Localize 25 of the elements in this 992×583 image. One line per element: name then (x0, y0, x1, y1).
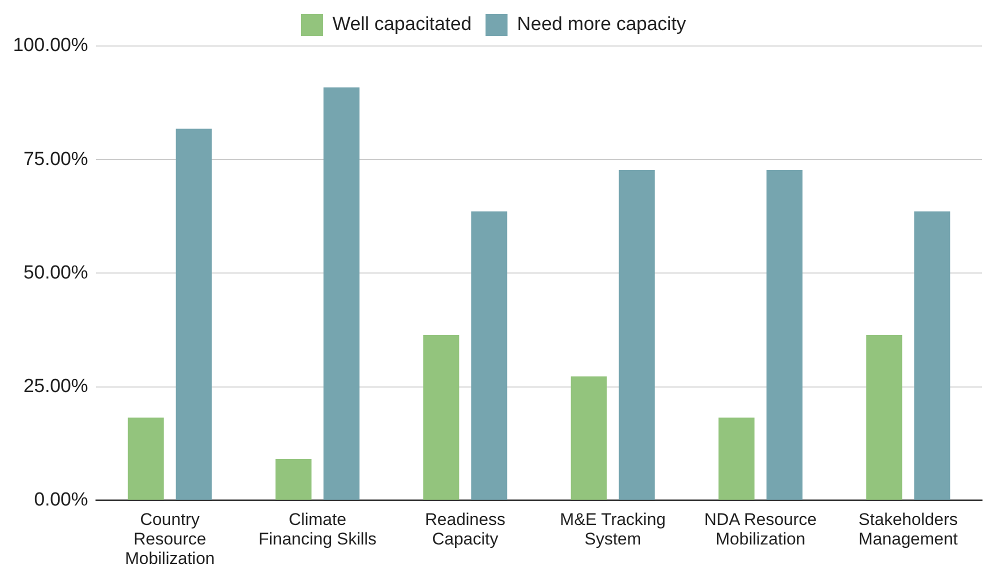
bar (276, 459, 312, 500)
bar (324, 87, 360, 500)
y-tick-label: 0.00% (34, 490, 88, 511)
y-tick-label: 25.00% (24, 376, 88, 397)
bar (570, 376, 607, 500)
bar (766, 170, 802, 500)
y-tick-label: 75.00% (24, 148, 88, 170)
legend-label: Need more capacity (517, 14, 687, 36)
bar (176, 128, 212, 500)
x-tick-label: NDA Resource Mobilization (704, 510, 817, 548)
bar (914, 211, 950, 500)
bar (718, 418, 755, 500)
x-tick-label: M&E Tracking System (560, 510, 666, 548)
legend-label: Well capacitated (332, 14, 472, 36)
x-tick-label: Readiness Capacity (425, 510, 506, 548)
bar (128, 418, 164, 500)
y-tick-label: 50.00% (24, 262, 88, 284)
x-tick-label: Country Resource Mobilization (124, 510, 215, 568)
y-tick-label: 100.00% (12, 35, 88, 56)
bar (618, 170, 655, 500)
bar (471, 211, 508, 500)
bar (866, 334, 902, 500)
x-tick-label: Climate Financing Skills (258, 510, 377, 548)
bar (423, 334, 460, 500)
x-tick-label: Stakeholders Management (858, 510, 958, 548)
